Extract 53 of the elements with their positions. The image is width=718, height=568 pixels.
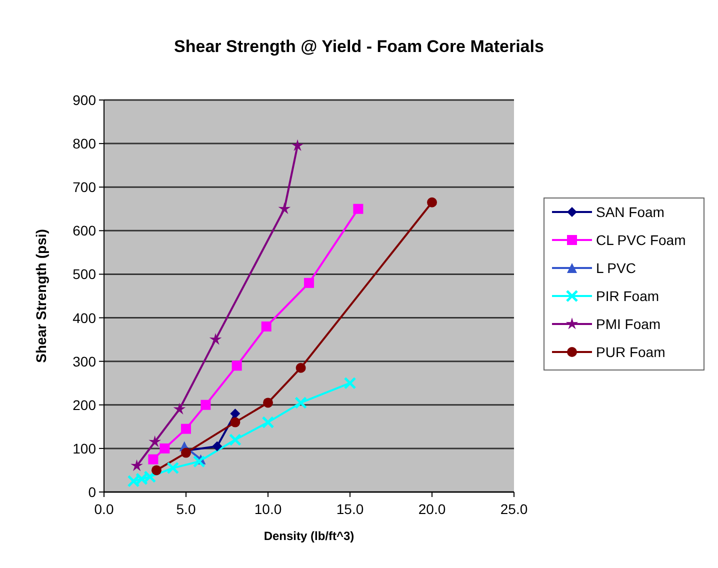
- point: [160, 443, 170, 454]
- point: [230, 408, 240, 419]
- point: [151, 465, 162, 476]
- y-tick-label: 400: [72, 310, 96, 326]
- legend-label: PUR Foam: [596, 344, 666, 360]
- y-tick-label: 700: [72, 179, 96, 196]
- y-tick-label: 200: [72, 396, 96, 413]
- x-tick-label: 15.0: [336, 501, 364, 517]
- y-axis-title: Shear Strength (psi): [33, 229, 49, 363]
- legend-label: L PVC: [596, 260, 636, 276]
- point: [173, 402, 186, 415]
- x-tick-label: 25.0: [500, 501, 528, 517]
- legend-label: SAN Foam: [596, 204, 664, 220]
- point: [232, 360, 242, 371]
- point: [263, 398, 273, 408]
- point: [212, 441, 222, 452]
- point: [353, 204, 364, 214]
- point: [294, 396, 308, 409]
- y-tick-label: 300: [72, 353, 96, 370]
- legend-label: CL PVC Foam: [596, 232, 686, 248]
- y-tick-label: 100: [72, 440, 96, 456]
- point: [291, 139, 304, 151]
- point: [148, 454, 158, 464]
- point: [262, 416, 274, 429]
- point: [304, 278, 314, 288]
- point: [166, 462, 180, 474]
- y-tick-label: 800: [72, 136, 96, 152]
- x-axis-title: Density (lb/ft^3): [264, 529, 354, 543]
- point: [127, 474, 140, 488]
- point: [344, 376, 356, 390]
- y-tick-label: 600: [72, 222, 96, 239]
- legend-label: PIR Foam: [596, 288, 660, 304]
- point: [181, 424, 191, 434]
- point: [130, 459, 143, 472]
- legend-label: PMI Foam: [596, 316, 661, 332]
- point: [209, 333, 222, 345]
- point: [261, 321, 272, 332]
- point: [427, 197, 437, 208]
- chart-title: Shear Strength @ Yield - Foam Core Materials: [174, 37, 544, 56]
- point: [230, 417, 240, 428]
- x-tick-label: 0.0: [94, 501, 114, 517]
- point: [144, 470, 156, 484]
- x-tick-label: 10.0: [254, 501, 282, 517]
- point: [278, 202, 291, 214]
- y-tick-label: 0: [88, 484, 96, 500]
- point: [200, 400, 211, 410]
- point: [228, 433, 242, 446]
- x-tick-label: 5.0: [176, 501, 196, 517]
- point: [296, 362, 306, 373]
- x-tick-label: 20.0: [418, 501, 446, 517]
- y-tick-label: 900: [72, 92, 96, 108]
- point: [148, 435, 162, 448]
- y-tick-label: 500: [72, 266, 96, 282]
